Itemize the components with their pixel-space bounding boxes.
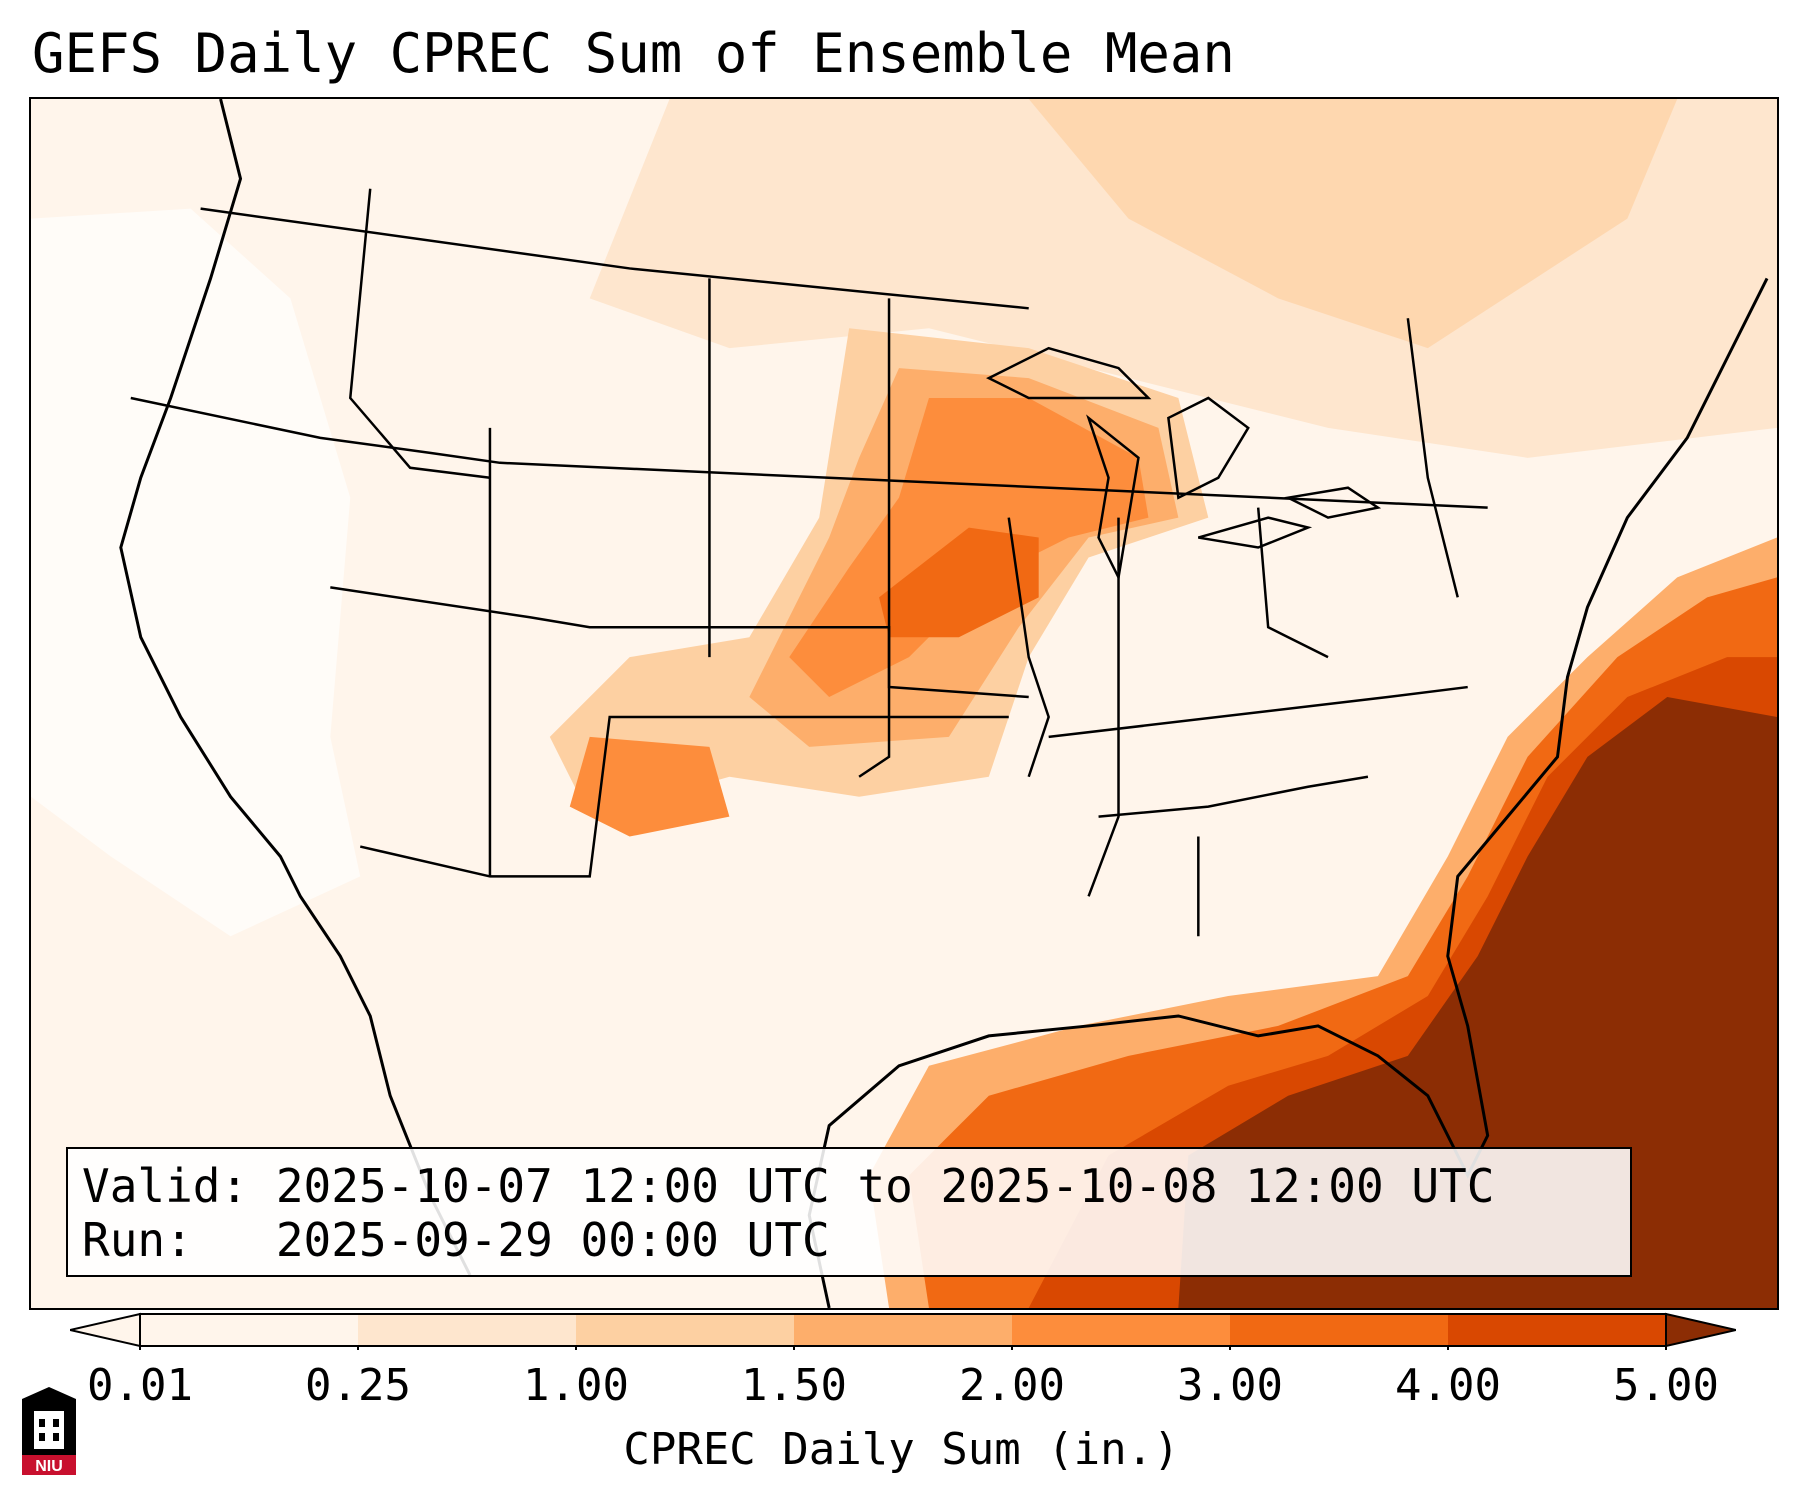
- colorbar-border: [139, 1313, 1667, 1347]
- map-panel: [29, 97, 1779, 1310]
- dry-west-area: [31, 208, 361, 937]
- colorbar-segment: [576, 1314, 794, 1346]
- very-heavy-precip-area: [879, 527, 1039, 638]
- colorbar-tick-label: 5.00: [1613, 1360, 1719, 1411]
- validity-info-box: Valid: 2025-10-07 12:00 UTC to 2025-10-0…: [66, 1147, 1632, 1277]
- colorbar-tick-label: 2.00: [959, 1360, 1065, 1411]
- colorbar-tick-label: 0.01: [87, 1360, 193, 1411]
- logo-text: NIU: [35, 1458, 63, 1475]
- great-lakes-outline: [986, 346, 1382, 582]
- valid-time-text: Valid: 2025-10-07 12:00 UTC to 2025-10-0…: [82, 1159, 1495, 1213]
- colorbar-label: CPREC Daily Sum (in.): [623, 1424, 1180, 1475]
- niu-logo: NIU: [22, 1387, 76, 1475]
- southwest-precip-area: [569, 736, 730, 837]
- colorbar-segment: [140, 1314, 358, 1346]
- colorbar-tick-label: 0.25: [305, 1360, 411, 1411]
- colorbar-extend-low: [70, 1312, 141, 1348]
- colorbar-extend-high: [1665, 1312, 1736, 1348]
- state-borders: [130, 188, 1488, 937]
- canada-precip-area: [1028, 99, 1678, 349]
- colorbar-segment: [1230, 1314, 1448, 1346]
- colorbar-segment: [358, 1314, 576, 1346]
- run-time-text: Run: 2025-09-29 00:00 UTC: [82, 1213, 830, 1267]
- colorbar-tick-label: 4.00: [1395, 1360, 1501, 1411]
- colorbar-tick-label: 1.00: [523, 1360, 629, 1411]
- logo-building: [34, 1411, 64, 1449]
- colorbar-tick-label: 1.50: [741, 1360, 847, 1411]
- colorbar: [70, 1312, 1736, 1350]
- precipitation-map: [31, 99, 1777, 1308]
- map-title: GEFS Daily CPREC Sum of Ensemble Mean: [32, 22, 1235, 85]
- logo-banner: [22, 1455, 76, 1475]
- colorbar-segment: [1012, 1314, 1230, 1346]
- colorbar-segment: [1448, 1314, 1666, 1346]
- colorbar-segment: [794, 1314, 1012, 1346]
- colorbar-tick-label: 3.00: [1177, 1360, 1283, 1411]
